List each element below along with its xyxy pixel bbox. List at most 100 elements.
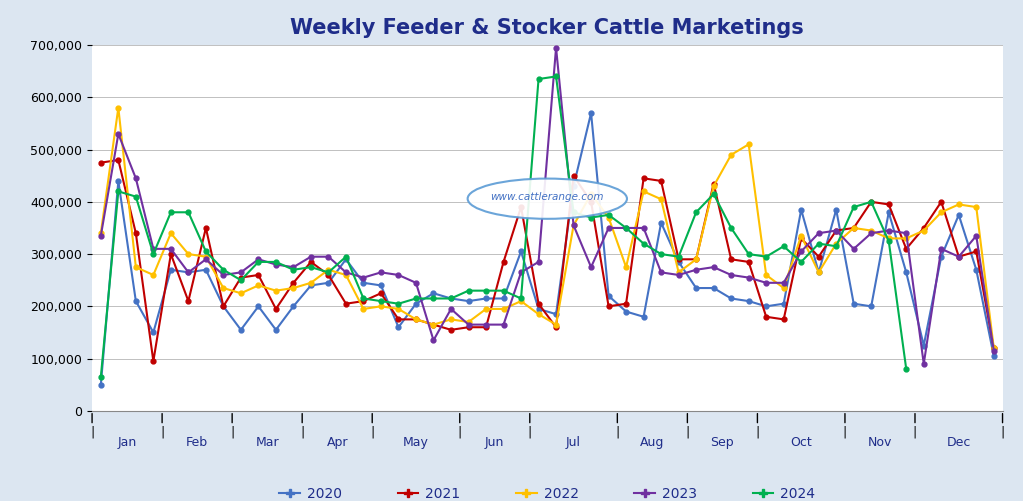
2024 [795, 259, 807, 265]
2024 [480, 288, 492, 294]
Text: Nov: Nov [868, 436, 892, 449]
Text: Mar: Mar [256, 436, 279, 449]
Text: Jul: Jul [566, 436, 581, 449]
Line: 2021: 2021 [98, 158, 996, 364]
2023 [690, 267, 702, 273]
2021 [147, 358, 160, 364]
2024 [217, 267, 229, 273]
2022 [95, 230, 107, 236]
2021 [672, 257, 684, 263]
2024 [550, 74, 563, 80]
2020 [987, 353, 999, 359]
2024 [725, 225, 738, 231]
2022 [987, 345, 999, 351]
Text: Jan: Jan [118, 436, 137, 449]
2020 [585, 110, 597, 116]
Text: |: | [90, 425, 94, 438]
2020 [655, 220, 667, 226]
2021 [708, 180, 720, 186]
2023 [918, 361, 930, 367]
2022 [532, 311, 544, 317]
2024 [340, 254, 352, 260]
2024 [410, 296, 422, 302]
2024 [393, 301, 405, 307]
2024 [883, 238, 895, 244]
2022 [182, 251, 194, 257]
2020 [935, 254, 947, 260]
Text: |: | [755, 425, 759, 438]
Text: |: | [615, 425, 620, 438]
Text: |: | [1000, 425, 1005, 438]
2024 [322, 270, 335, 276]
2021 [603, 303, 615, 309]
2024 [900, 366, 913, 372]
2024 [865, 199, 878, 205]
Line: 2020: 2020 [98, 111, 996, 387]
Text: Jun: Jun [485, 436, 504, 449]
2024 [374, 298, 387, 304]
2022 [428, 322, 440, 328]
2024 [130, 193, 142, 199]
2020 [165, 267, 177, 273]
2024 [253, 259, 265, 265]
2021 [550, 324, 563, 330]
2024 [428, 296, 440, 302]
2024 [603, 212, 615, 218]
2024 [777, 243, 790, 249]
2024 [445, 296, 457, 302]
2023 [95, 233, 107, 239]
2024 [655, 251, 667, 257]
2024 [568, 209, 580, 215]
Text: Aug: Aug [640, 436, 665, 449]
2021 [987, 345, 999, 351]
Title: Weekly Feeder & Stocker Cattle Marketings: Weekly Feeder & Stocker Cattle Marketing… [291, 18, 804, 38]
2023 [585, 264, 597, 270]
2024 [182, 209, 194, 215]
Ellipse shape [468, 178, 627, 219]
Text: |: | [843, 425, 847, 438]
2024 [760, 254, 772, 260]
2024 [708, 191, 720, 197]
2021 [199, 225, 212, 231]
2024 [95, 374, 107, 380]
2023 [515, 270, 527, 276]
2024 [532, 76, 544, 82]
2024 [270, 259, 282, 265]
2021 [445, 327, 457, 333]
2023 [410, 280, 422, 286]
2024 [515, 296, 527, 302]
2022 [113, 105, 125, 111]
Text: Apr: Apr [326, 436, 348, 449]
2020 [690, 285, 702, 291]
2024 [690, 209, 702, 215]
2024 [812, 240, 825, 246]
2023 [987, 348, 999, 354]
2024 [199, 248, 212, 255]
Text: www.cattlerange.com: www.cattlerange.com [491, 192, 604, 202]
Line: 2024: 2024 [98, 74, 908, 379]
2022 [690, 257, 702, 263]
2020 [515, 248, 527, 255]
2024 [113, 188, 125, 194]
2024 [672, 254, 684, 260]
Line: 2023: 2023 [98, 45, 996, 366]
2024 [305, 264, 317, 270]
Text: |: | [685, 425, 690, 438]
Text: |: | [528, 425, 532, 438]
2024 [165, 209, 177, 215]
2020 [410, 301, 422, 307]
2024 [848, 204, 860, 210]
2024 [234, 277, 247, 283]
2022 [655, 196, 667, 202]
2024 [620, 225, 632, 231]
2024 [497, 288, 509, 294]
Text: |: | [300, 425, 304, 438]
Text: |: | [230, 425, 234, 438]
2022 [935, 209, 947, 215]
Line: 2022: 2022 [98, 105, 996, 351]
2024 [585, 214, 597, 220]
2023 [655, 270, 667, 276]
2024 [830, 243, 842, 249]
2024 [637, 240, 650, 246]
2024 [147, 251, 160, 257]
